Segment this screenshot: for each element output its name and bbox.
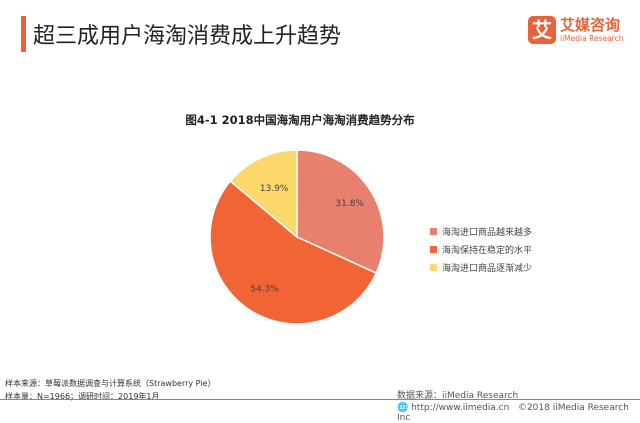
legend-label: 海淘保持在稳定的水平	[442, 245, 533, 256]
data-label: 31.8%	[335, 199, 364, 209]
legend-item: 海淘保持在稳定的水平	[430, 240, 532, 258]
title-accent-bar	[21, 16, 26, 52]
pie-slice	[209, 180, 378, 325]
pie-slice	[296, 149, 385, 275]
legend-swatch	[430, 227, 437, 235]
logo-cn: 艾媒咨询	[560, 15, 621, 34]
chart-title: 图4-1 2018中国海淘用户海淘消费趋势分布	[185, 113, 415, 127]
logo-en: iiMedia Research	[560, 33, 624, 43]
sample-source: 样本来源：草莓派数据调查与计算系统（Strawberry Pie）	[5, 379, 216, 388]
legend-swatch	[430, 245, 437, 253]
logo-mark: 艾	[528, 16, 556, 44]
sample-size: 样本量：N=1966；调研时间：2019年1月	[5, 392, 160, 401]
globe-icon: 🌐	[397, 403, 409, 413]
legend-item: 海淘进口商品越来越多	[430, 222, 532, 240]
legend-label: 海淘进口商品越来越多	[442, 227, 533, 238]
legend-item: 海淘进口商品逐渐减少	[430, 258, 532, 276]
legend-label: 海淘进口商品逐渐减少	[442, 263, 533, 274]
data-label: 13.9%	[260, 184, 289, 194]
data-label: 54.3%	[250, 285, 279, 295]
logo: 艾 艾媒咨询 iiMedia Research	[528, 16, 623, 44]
footer-url-line: 🌐 http://www.iimedia.cn ©2018 iiMedia Re…	[397, 403, 640, 423]
legend: 海淘进口商品越来越多 海淘保持在稳定的水平 海淘进口商品逐渐减少	[430, 222, 532, 276]
url-link[interactable]: http://www.iimedia.cn	[411, 403, 510, 413]
footer-divider	[0, 399, 640, 400]
pie-slice	[229, 149, 298, 239]
legend-swatch	[430, 263, 437, 271]
page-title: 超三成用户海淘消费成上升趋势	[33, 24, 342, 49]
data-source: 数据来源：iiMedia Research	[397, 391, 519, 401]
